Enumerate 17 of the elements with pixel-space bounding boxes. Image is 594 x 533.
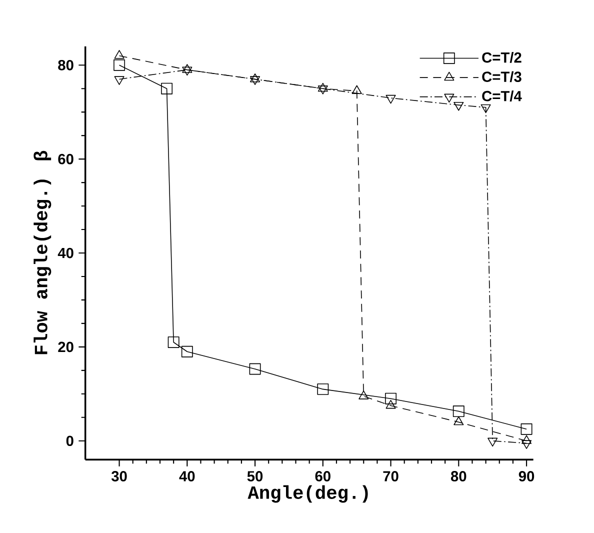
- x-tick-label: 50: [247, 471, 263, 482]
- x-tick-label: 70: [383, 471, 398, 482]
- x-tick-label: 40: [179, 471, 195, 482]
- x-tick-label: 90: [518, 471, 534, 482]
- x-axis-title: Angle(deg.): [248, 485, 368, 503]
- x-tick-label: 30: [111, 471, 127, 482]
- legend-label: C=T/2: [482, 52, 522, 63]
- y-axis-title: Flow angle(deg.) β: [34, 150, 52, 354]
- y-tick-label: 20: [58, 342, 74, 352]
- x-tick-label: 80: [450, 471, 466, 482]
- y-tick-label: 40: [58, 248, 74, 258]
- legend-label: C=T/3: [482, 71, 522, 82]
- y-tick-label: 60: [58, 154, 74, 164]
- legend-label: C=T/4: [482, 90, 522, 102]
- x-tick-label: 60: [315, 471, 330, 482]
- y-tick-label: 0: [66, 436, 74, 446]
- y-tick-label: 80: [58, 60, 74, 70]
